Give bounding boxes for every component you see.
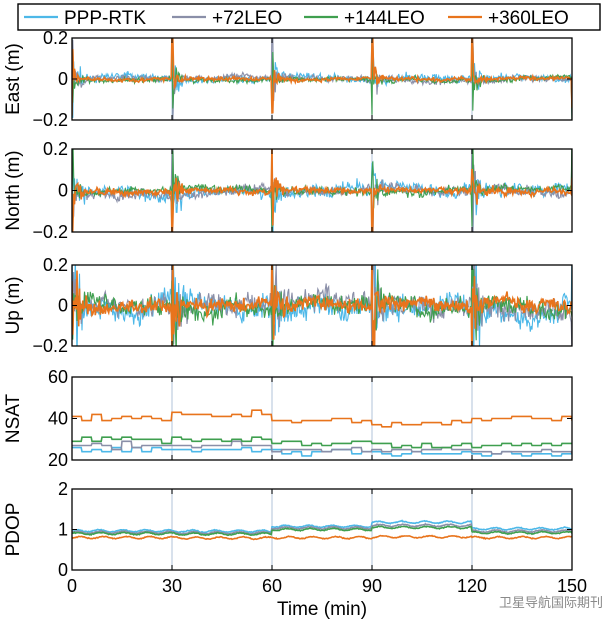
series-line-360leo [72,265,572,346]
series-line-72leo [72,440,572,455]
y-tick-label: 2 [58,479,68,499]
legend-entry-144leo: +144LEO [304,8,425,29]
y-tick-label: 0.2 [43,139,68,159]
y-axis-label: East (m) [3,43,24,115]
plot-area [72,409,572,457]
panel-east: 0.2 0 −0.2 East (m) [3,28,573,130]
y-tick-label: 40 [48,409,68,429]
y-tick-label: −0.2 [32,222,68,242]
legend-entry-360leo: +360LEO [448,8,569,29]
y-tick-label: 0.2 [43,28,68,48]
legend-label: +144LEO [344,8,425,29]
series-line-ppprtk [72,519,572,534]
x-tick-label: 150 [557,576,587,596]
panel-pdop: 2 1 00 30 60 90 120 150 Time (min) PDOP [3,479,587,620]
panel-north: 0.2 0 −0.2 North (m) [3,139,573,242]
y-axis-label: NSAT [3,393,24,443]
y-tick-label: 0 [58,560,68,580]
legend: PPP-RTK +72LEO +144LEO +360LEO [17,3,601,31]
series-line-144leo [72,149,572,232]
x-tick-label: 90 [362,576,382,596]
y-tick-label: 0 [58,69,68,89]
watermark: 卫星导航国际期刊 [498,596,603,611]
legend-label: PPP-RTK [64,8,146,29]
y-tick-label: 0 [58,181,68,201]
series-line-360leo [72,38,572,116]
series-line-72leo [72,522,572,536]
y-tick-label: −0.2 [32,336,68,356]
x-tick-label: 60 [262,576,282,596]
legend-label: +72LEO [212,8,282,29]
y-tick-label: 1 [58,520,68,540]
y-tick-label: 0 [58,296,68,316]
y-tick-label: 60 [48,367,68,387]
y-axis-label: PDOP [3,503,24,557]
plot-area [72,38,572,120]
series-line-144leo [72,525,572,537]
x-tick-label: 30 [162,576,182,596]
y-tick-label: 0.2 [43,255,68,275]
series-line-144leo [72,436,572,449]
legend-entry-72leo: +72LEO [172,8,282,29]
plot-area [72,265,572,346]
plot-area [72,149,572,232]
series-line-360leo [72,409,572,428]
y-axis-label: North (m) [3,150,24,230]
series-line-360leo [72,534,572,541]
x-axis-label: Time (min) [277,599,367,620]
panel-nsat: 60 40 20 NSAT [3,367,573,470]
x-tick-label: 0 [67,576,77,596]
legend-label: +360LEO [488,8,569,29]
series-line-ppprtk [72,38,572,120]
y-tick-label: −0.2 [32,110,68,130]
legend-entry-ppprtk: PPP-RTK [24,8,146,29]
y-tick-label: 20 [48,450,68,470]
plot-area [72,519,572,541]
y-axis-label: Up (m) [3,276,24,334]
x-tick-label: 120 [457,576,487,596]
panel-up: 0.2 0 −0.2 Up (m) [3,255,573,356]
series-line-360leo [72,149,572,232]
